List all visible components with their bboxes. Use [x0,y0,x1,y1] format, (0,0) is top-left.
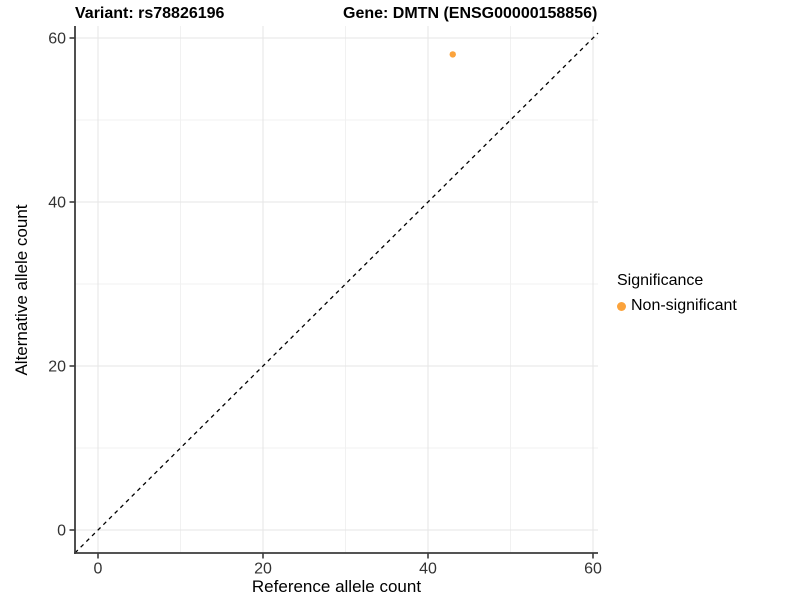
y-tick-label: 0 [57,523,66,540]
legend-item-label: Non-significant [631,297,737,314]
data-point [449,51,456,58]
x-tick-label: 20 [254,561,272,578]
x-axis-title: Reference allele count [251,577,422,596]
legend-item: Non-significant [617,297,737,315]
identity-reference-line [74,32,599,554]
plot-title-gene: Gene: DMTN (ENSG00000158856) [343,5,598,22]
y-tick-label: 20 [48,359,66,376]
x-tick-label: 60 [584,561,602,578]
y-axis-title: Alternative allele count [12,204,31,376]
legend-key-dot-icon [617,301,626,311]
legend-title: Significance [617,272,704,289]
x-tick-label: 40 [419,561,437,578]
y-tick-label: 40 [48,195,66,212]
plot-title-variant: Variant: rs78826196 [75,5,225,22]
y-tick-label: 60 [48,31,66,48]
x-tick-label: 0 [94,561,103,578]
legend: Significance Non-significant [617,272,737,315]
